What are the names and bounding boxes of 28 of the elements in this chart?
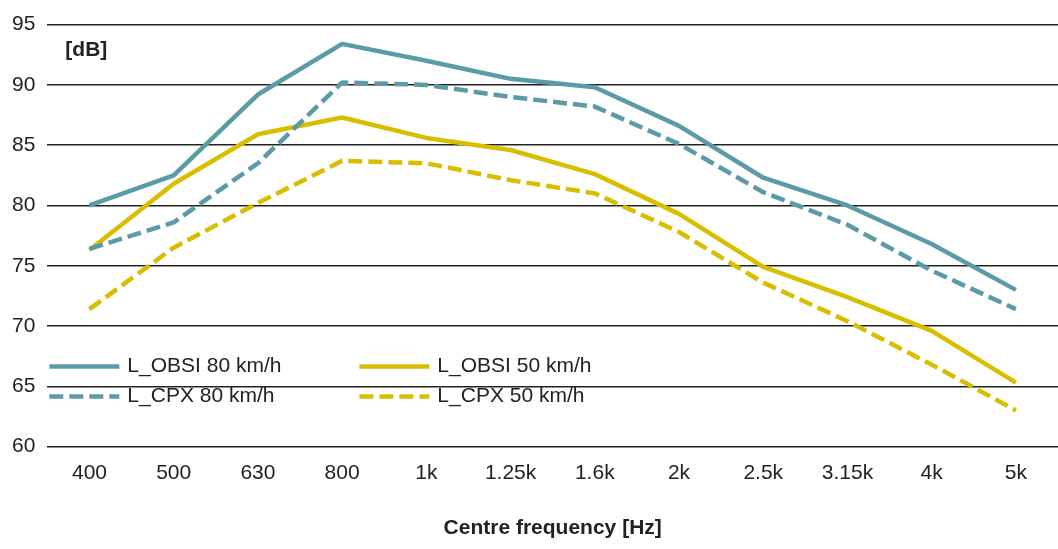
x-tick-label: 2k bbox=[667, 460, 691, 483]
y-tick-label: 80 bbox=[12, 192, 36, 216]
x-tick-label: 1.25k bbox=[484, 460, 537, 483]
x-tick-label: 800 bbox=[324, 460, 360, 483]
x-tick-label: 1k bbox=[415, 460, 438, 483]
x-tick-label: 5k bbox=[1004, 460, 1028, 483]
x-tick-label: 3.15k bbox=[821, 460, 874, 483]
x-tick-label: 400 bbox=[71, 460, 107, 483]
y-tick-label: 65 bbox=[12, 373, 36, 397]
y-tick-label: 70 bbox=[12, 312, 36, 336]
legend-label: L_CPX 50 km/h bbox=[437, 383, 585, 408]
x-tick-label: 500 bbox=[156, 460, 192, 483]
x-tick-label: 1.6k bbox=[574, 460, 616, 483]
y-tick-label: 60 bbox=[12, 433, 36, 457]
line-series bbox=[87, 158, 1019, 413]
legend-label: L_OBSI 80 km/h bbox=[127, 353, 282, 378]
x-axis-title: Centre frequency [Hz] bbox=[443, 515, 662, 539]
legend-label: L_CPX 80 km/h bbox=[127, 383, 275, 408]
y-tick-label: 90 bbox=[12, 71, 36, 95]
x-tick-label: 4k bbox=[920, 460, 944, 483]
legend-label: L_OBSI 50 km/h bbox=[437, 353, 592, 378]
y-tick-label: 75 bbox=[12, 252, 36, 276]
y-tick-label: 85 bbox=[12, 131, 36, 155]
y-axis-title: [dB] bbox=[65, 37, 108, 61]
x-tick-label: 2.5k bbox=[743, 460, 784, 483]
y-tick-label: 95 bbox=[12, 11, 36, 35]
x-tick-label: 630 bbox=[240, 460, 276, 483]
line-series bbox=[87, 80, 1019, 312]
